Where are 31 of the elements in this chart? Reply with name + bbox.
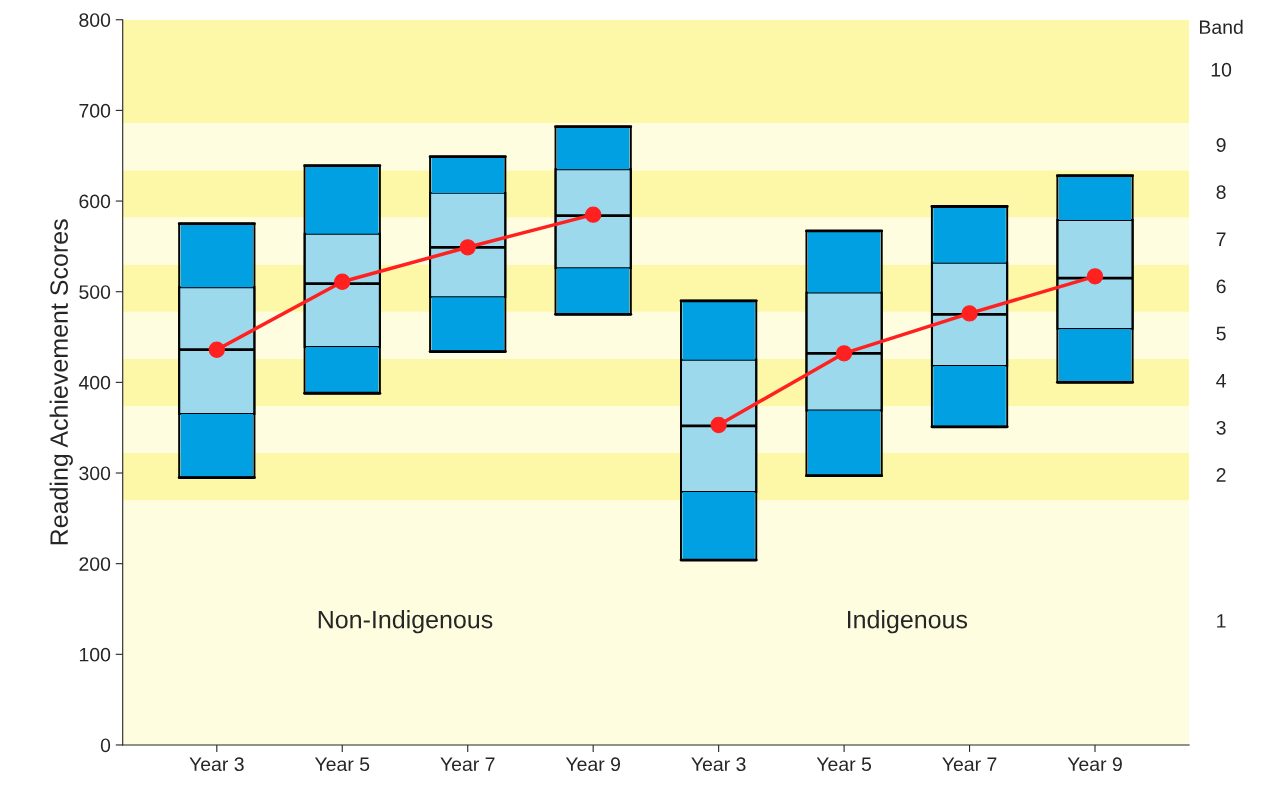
- y-tick-label: 500: [79, 285, 111, 299]
- band-label: 10: [1211, 62, 1232, 77]
- band-label: 1: [1217, 614, 1226, 628]
- band-label: 3: [1216, 420, 1226, 435]
- y-tick-label: 300: [79, 466, 111, 481]
- band-label: 2: [1216, 468, 1226, 482]
- annotation: Non-Indigenous: [318, 610, 493, 634]
- x-tick-label: Year 7: [440, 757, 495, 772]
- y-axis-title: Reading Achievement Scores: [49, 219, 73, 545]
- x-tick-label: Year 9: [565, 757, 621, 772]
- band-label: 5: [1216, 326, 1226, 341]
- y-tick-label: 0: [100, 738, 111, 753]
- band-label: 7: [1216, 232, 1226, 246]
- x-tick-label: Year 3: [691, 757, 746, 772]
- y-tick-label: 200: [79, 557, 111, 571]
- y2-axis-title: Band: [1199, 19, 1243, 35]
- x-tick-label: Year 3: [189, 757, 244, 772]
- x-tick-label: Year 5: [816, 757, 872, 772]
- band-label: 6: [1216, 279, 1226, 294]
- x-tick-label: Year 7: [942, 757, 997, 772]
- y-tick-label: 400: [78, 375, 111, 390]
- band-label: 9: [1216, 138, 1226, 152]
- x-tick-label: Year 5: [314, 757, 370, 772]
- y-tick-label: 700: [79, 103, 111, 118]
- band-label: 4: [1216, 374, 1226, 388]
- y-tick-label: 100: [79, 647, 111, 662]
- y-tick-label: 800: [79, 13, 111, 27]
- x-tick-label: Year 9: [1067, 757, 1122, 772]
- band-label: 8: [1216, 185, 1226, 200]
- annotation: Indigenous: [847, 610, 968, 634]
- y-tick-label: 600: [79, 194, 111, 209]
